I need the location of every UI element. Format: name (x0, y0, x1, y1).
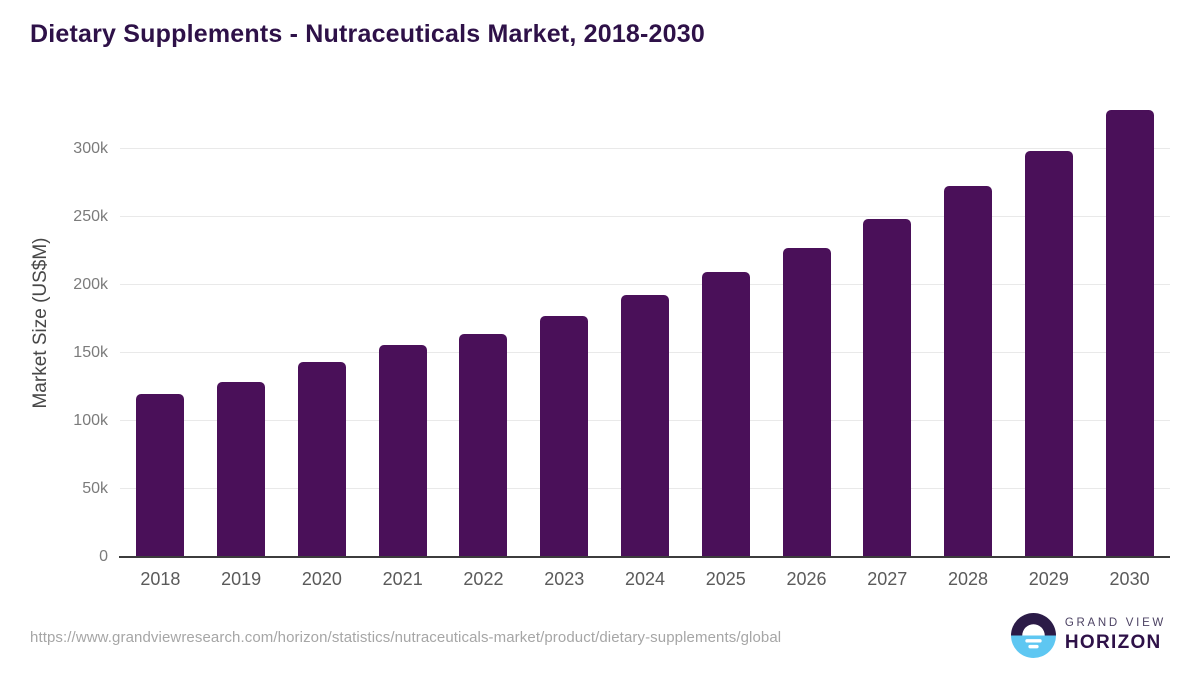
y-tick-label-0: 0 (99, 548, 108, 565)
x-tick-label-2022: 2022 (463, 569, 504, 589)
bar-column-2029 (1008, 90, 1089, 557)
gridline-200k (120, 283, 1170, 285)
x-tick-label-2019: 2019 (221, 569, 262, 589)
bar-2025 (701, 272, 750, 557)
y-tick-label-100k: 100k (73, 411, 108, 429)
x-tick-label-2025: 2025 (705, 569, 746, 589)
x-axis-tick-labels: 2018 2019 2020 2021 2022 2023 2024 2025 2026 2027… (120, 569, 1170, 590)
y-axis-tick-labels: 0 50k 100k 150k 200k 250k 300k (0, 90, 108, 565)
x-tick-label-2026: 2026 (786, 569, 827, 589)
x-axis-line (119, 556, 1170, 558)
x-tick-label-2028: 2028 (948, 569, 989, 589)
bar-2030 (1105, 110, 1154, 557)
gridline-250k (120, 215, 1170, 217)
x-tick-label-2024: 2024 (624, 569, 665, 589)
bar-2029 (1024, 151, 1073, 557)
bar-2020 (297, 361, 346, 557)
chart-title: Dietary Supplements - Nutraceuticals Mar… (30, 20, 705, 48)
bar-2022 (459, 333, 508, 557)
bar-column-2027 (847, 90, 928, 557)
bar-column-2030 (1089, 90, 1170, 557)
bar-series (120, 90, 1170, 557)
x-tick-label-2027: 2027 (867, 569, 908, 589)
bar-column-2019 (201, 90, 282, 557)
plot-area (120, 90, 1170, 557)
bar-2028 (944, 185, 993, 557)
bar-column-2021 (362, 90, 443, 557)
y-tick-label-300k: 300k (73, 139, 108, 157)
bar-column-2028 (928, 90, 1009, 557)
logo-text-block: GRAND VIEW HORIZON (1065, 617, 1166, 654)
x-tick-label-2018: 2018 (140, 569, 181, 589)
x-tick-label-2023: 2023 (544, 569, 585, 589)
bar-2024 (620, 295, 669, 557)
bar-2027 (863, 218, 912, 557)
grand-view-horizon-logo: GRAND VIEW HORIZON (1010, 613, 1166, 658)
bar-column-2018 (120, 90, 201, 557)
bar-column-2023 (524, 90, 605, 557)
y-tick-label-250k: 250k (73, 207, 108, 225)
x-tick-label-2030: 2030 (1109, 569, 1150, 589)
y-tick-label-150k: 150k (73, 343, 108, 361)
x-tick-label-2021: 2021 (382, 569, 423, 589)
bar-2018 (136, 393, 185, 557)
gridline-300k (120, 147, 1170, 149)
y-tick-label-200k: 200k (73, 275, 108, 293)
logo-text-horizon: HORIZON (1064, 632, 1162, 653)
bar-2019 (217, 381, 266, 557)
bar-column-2024 (605, 90, 686, 557)
x-tick-label-2029: 2029 (1028, 569, 1069, 589)
logo-text-grand-view: GRAND VIEW (1064, 617, 1166, 629)
y-tick-label-50k: 50k (82, 479, 108, 497)
bar-column-2026 (766, 90, 847, 557)
bar-column-2025 (685, 90, 766, 557)
bar-2023 (540, 316, 589, 557)
bar-column-2020 (282, 90, 363, 557)
horizon-sunrise-icon (1010, 613, 1056, 658)
x-tick-label-2020: 2020 (301, 569, 342, 589)
bar-2026 (782, 247, 831, 557)
source-url: https://www.grandviewresearch.com/horizo… (30, 629, 782, 646)
bar-2021 (378, 345, 427, 557)
bar-column-2022 (443, 90, 524, 557)
